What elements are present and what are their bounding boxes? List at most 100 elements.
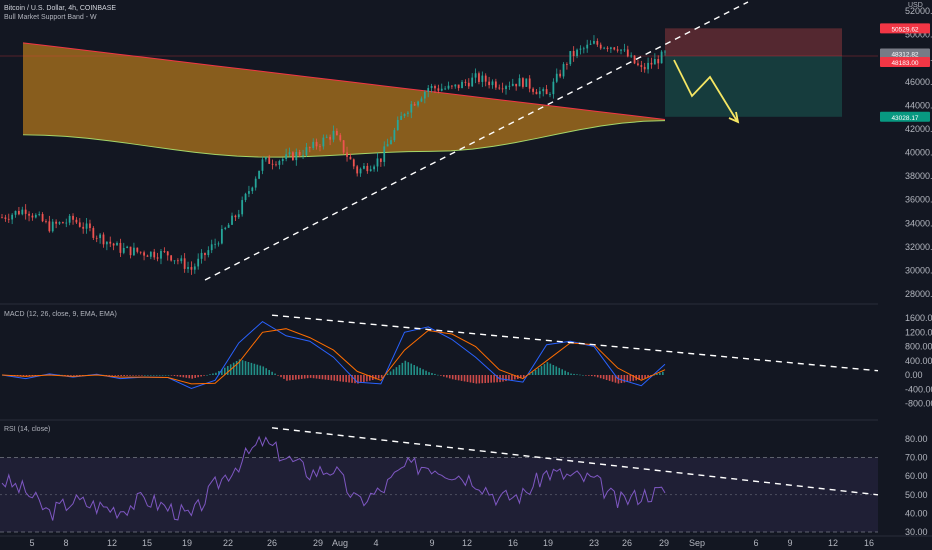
macd-histogram-bar — [158, 375, 161, 376]
candle-body — [437, 88, 440, 91]
take-profit-zone — [665, 56, 842, 117]
macd-histogram-bar — [129, 375, 131, 376]
candle-body — [61, 222, 64, 224]
candle-body — [38, 214, 41, 215]
macd-histogram-bar — [599, 375, 602, 379]
macd-histogram-bar — [209, 374, 211, 375]
candle-body — [187, 267, 189, 269]
candle-body — [11, 214, 14, 220]
macd-histogram-bar — [656, 373, 658, 375]
macd-histogram-bar — [250, 362, 253, 375]
price-label: 50529.62 — [880, 23, 930, 34]
candle-body — [576, 49, 578, 57]
time-tick-label: 19 — [543, 538, 553, 548]
candle-body — [481, 75, 484, 82]
candle-body — [302, 155, 304, 157]
candle-body — [183, 258, 186, 269]
time-tick-label: 9 — [429, 538, 434, 548]
macd-histogram-bar — [641, 375, 643, 380]
macd-histogram-bar — [481, 375, 484, 384]
candle-body — [643, 66, 646, 70]
candle-body — [335, 130, 338, 136]
symbol-title[interactable]: Bitcoin / U.S. Dollar, 4h, COINBASE — [4, 5, 116, 12]
macd-histogram-bar — [179, 375, 182, 377]
macd-histogram-bar — [531, 371, 534, 375]
macd-histogram-bar — [297, 375, 300, 380]
rsi-title[interactable]: RSI (14, close) — [4, 426, 50, 433]
macd-histogram-bar — [605, 375, 608, 380]
candle-body — [623, 49, 626, 51]
candle-body — [525, 78, 528, 87]
candle-body — [562, 64, 565, 77]
candle-body — [153, 251, 156, 258]
macd-histogram-bar — [218, 371, 220, 375]
projection-arrow — [673, 59, 740, 124]
macd-histogram-bar — [283, 375, 285, 379]
candle-body — [143, 252, 145, 256]
macd-histogram-bar — [144, 375, 146, 376]
candle-body — [373, 166, 375, 170]
candle-body — [657, 59, 660, 64]
candle-body — [538, 91, 541, 95]
candle-body — [261, 159, 264, 171]
candle-body — [34, 214, 37, 218]
candle-body — [366, 165, 369, 172]
macd-histogram-bar — [596, 375, 599, 378]
macd-histogram-bar — [73, 375, 75, 376]
candle-body — [549, 94, 551, 95]
macd-histogram-bar — [502, 375, 504, 382]
macd-histogram-bar — [108, 375, 111, 376]
macd-trendline — [271, 314, 879, 372]
macd-histogram-bar — [463, 375, 466, 382]
candle-body — [75, 219, 78, 223]
macd-histogram-bar — [262, 366, 265, 375]
candle-body — [427, 88, 430, 92]
macd-histogram-bar — [176, 375, 179, 377]
candle-body — [248, 191, 250, 194]
macd-histogram-bar — [528, 373, 531, 375]
candle-body — [620, 49, 622, 51]
macd-histogram-bar — [312, 375, 315, 379]
price-tick-label: 50000.00 — [905, 30, 932, 40]
macd-histogram-bar — [147, 375, 149, 376]
price-label-box — [880, 57, 930, 68]
macd-histogram-bar — [484, 375, 487, 384]
candle-body — [637, 63, 639, 66]
candle-body — [129, 246, 132, 256]
candle-body — [18, 210, 20, 215]
macd-title[interactable]: MACD (12, 26, close, 9, EMA, EMA) — [4, 311, 117, 318]
indicator-title[interactable]: Bull Market Support Band - W — [4, 14, 97, 21]
macd-histogram-bar — [407, 362, 410, 375]
signal-line — [1, 328, 666, 385]
candle-body — [325, 136, 328, 138]
candle-body — [403, 113, 406, 117]
candle-body — [193, 266, 196, 270]
price-label-text: 48183.00 — [891, 60, 918, 67]
macd-histogram-bar — [226, 366, 229, 375]
macd-histogram-bar — [253, 363, 256, 375]
price-tick-label: 38000.00 — [905, 171, 932, 181]
candle-body — [457, 84, 460, 89]
macd-histogram-bar — [114, 375, 117, 376]
support-band-lower — [22, 120, 666, 158]
rsi-tick-label: 80.00 — [905, 434, 928, 444]
macd-histogram-bar — [629, 375, 632, 382]
macd-histogram-bar — [534, 370, 537, 375]
candle-body — [613, 47, 616, 50]
macd-histogram-bar — [647, 375, 649, 378]
candle-body — [616, 49, 619, 51]
macd-histogram-bar — [135, 375, 137, 376]
candle-body — [471, 77, 474, 87]
macd-histogram-bar — [123, 375, 125, 376]
candle-body — [278, 161, 281, 165]
macd-histogram-bar — [300, 375, 303, 379]
macd-histogram-bar — [514, 375, 516, 380]
macd-histogram-bar — [546, 362, 549, 375]
macd-histogram-bar — [191, 375, 194, 379]
macd-histogram-bar — [241, 360, 244, 375]
candle-body — [440, 88, 443, 91]
time-tick-label: 29 — [313, 538, 323, 548]
macd-histogram-bar — [582, 375, 584, 376]
macd-histogram-bar — [404, 360, 407, 375]
